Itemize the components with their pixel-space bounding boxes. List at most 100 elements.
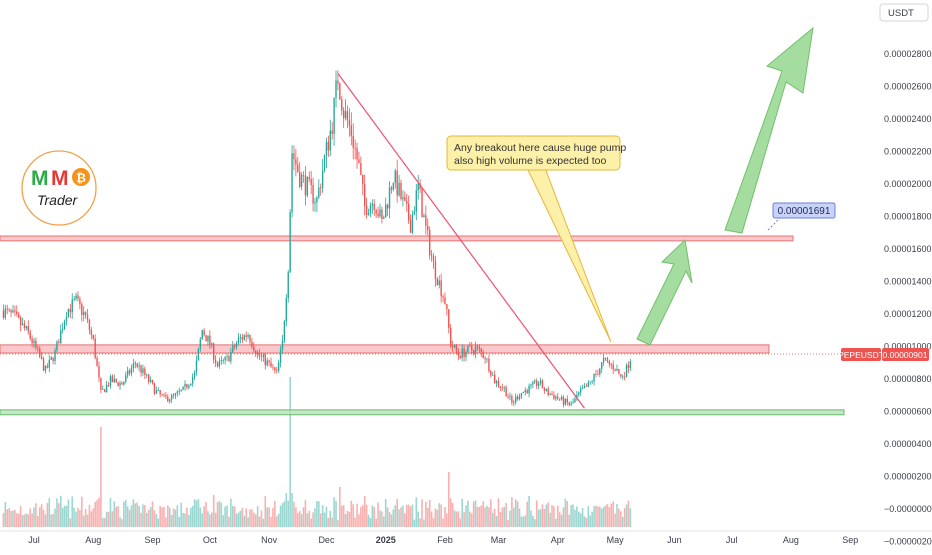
volume-bar (528, 495, 530, 527)
volume-bar (516, 501, 519, 527)
volume-bar (390, 514, 393, 527)
trendline[interactable] (337, 73, 585, 409)
candle-body (138, 365, 140, 367)
candle-body (578, 392, 580, 395)
candle-body (132, 363, 135, 369)
candle-body (203, 330, 205, 336)
volume-bar (459, 518, 462, 527)
last-price-label: 0.00000901 (883, 350, 928, 360)
volume-bar (2, 513, 5, 527)
volume-bar (138, 505, 140, 527)
volume-bar (304, 499, 307, 527)
candle-body (427, 225, 429, 231)
candle-body (604, 358, 607, 359)
volume-bar (38, 507, 41, 527)
candle-body (65, 316, 68, 321)
candle-body (182, 386, 184, 390)
volume-bar (239, 510, 242, 527)
candle-body (289, 212, 291, 273)
candle-body (247, 334, 249, 337)
volume-bar (532, 515, 534, 527)
candle-body (371, 203, 374, 206)
candle-body (279, 349, 282, 363)
candle-body (107, 384, 110, 386)
target-price-tag[interactable]: 0.00001691 (767, 202, 836, 231)
candle-body (375, 209, 377, 214)
drawing-layer[interactable] (0, 26, 841, 409)
volume-bar (574, 509, 576, 527)
volume-bar (249, 509, 251, 527)
volume-bar (461, 498, 463, 527)
y-tick-label: 0.00001000 (884, 342, 932, 352)
short-target-arrow[interactable] (636, 238, 693, 346)
volume-bar (534, 519, 536, 527)
volume-bar (383, 516, 385, 527)
candle-body (608, 361, 611, 365)
volume-bar (447, 472, 450, 527)
volume-bar (126, 506, 129, 527)
volume-bar (241, 507, 244, 527)
candle-body (342, 110, 345, 118)
candle-body (163, 394, 165, 396)
volume-bar (283, 501, 286, 527)
volume-bar (405, 504, 408, 527)
volume-bar (306, 513, 309, 527)
candle-body (352, 135, 354, 148)
volume-bar (486, 505, 488, 527)
candle-body (379, 209, 381, 217)
volume-bar (620, 511, 622, 527)
candle-body (48, 359, 50, 368)
volume-bar (396, 498, 398, 527)
volume-bar (245, 508, 247, 527)
candle-body (79, 298, 81, 305)
volume-bar (511, 497, 513, 527)
candle-body (541, 380, 544, 389)
candle-body (61, 328, 64, 331)
candle-body (27, 326, 29, 332)
volume-bar (411, 504, 414, 527)
x-tick-label: Apr (551, 535, 565, 545)
volume-bar (96, 500, 98, 527)
volume-bar (491, 512, 494, 527)
candle-body (520, 392, 523, 397)
candle-body (623, 376, 626, 378)
volume-bar (417, 511, 420, 527)
volume-bar (535, 500, 538, 527)
volume-bar (530, 510, 532, 527)
volume-bar (455, 511, 458, 527)
volume-bar (84, 509, 87, 527)
volume-bar (344, 513, 347, 527)
candle-body (509, 396, 511, 398)
y-tick-label: 0.00001200 (884, 309, 932, 319)
volume-bar (103, 518, 106, 527)
candle-body (100, 377, 102, 390)
long-target-arrow[interactable] (724, 26, 814, 234)
candle-body (113, 378, 115, 383)
volume-bar (35, 503, 37, 527)
volume-bar (149, 507, 152, 527)
volume-bar (438, 503, 441, 527)
volume-bar (142, 504, 144, 527)
candle-body (21, 323, 24, 326)
x-tick-label: May (607, 535, 625, 545)
candle-body (226, 356, 228, 358)
candle-body (255, 350, 257, 355)
candle-body (474, 346, 477, 354)
candle-body (428, 230, 431, 256)
candle-body (23, 323, 26, 329)
candle-body (232, 345, 234, 353)
candle-body (44, 366, 47, 371)
candle-body (625, 365, 628, 377)
volume-bar (235, 513, 238, 527)
volume-bar (274, 500, 276, 527)
candle-body (337, 80, 339, 84)
x-tick-label: Jun (667, 535, 682, 545)
candle-body (627, 365, 630, 369)
candle-body (237, 337, 240, 344)
volume-bar (115, 507, 117, 527)
breakout-callout[interactable]: Any breakout here cause huge pump also h… (446, 135, 626, 343)
volume-bar (402, 505, 404, 527)
currency-button[interactable]: USDT (879, 3, 929, 22)
